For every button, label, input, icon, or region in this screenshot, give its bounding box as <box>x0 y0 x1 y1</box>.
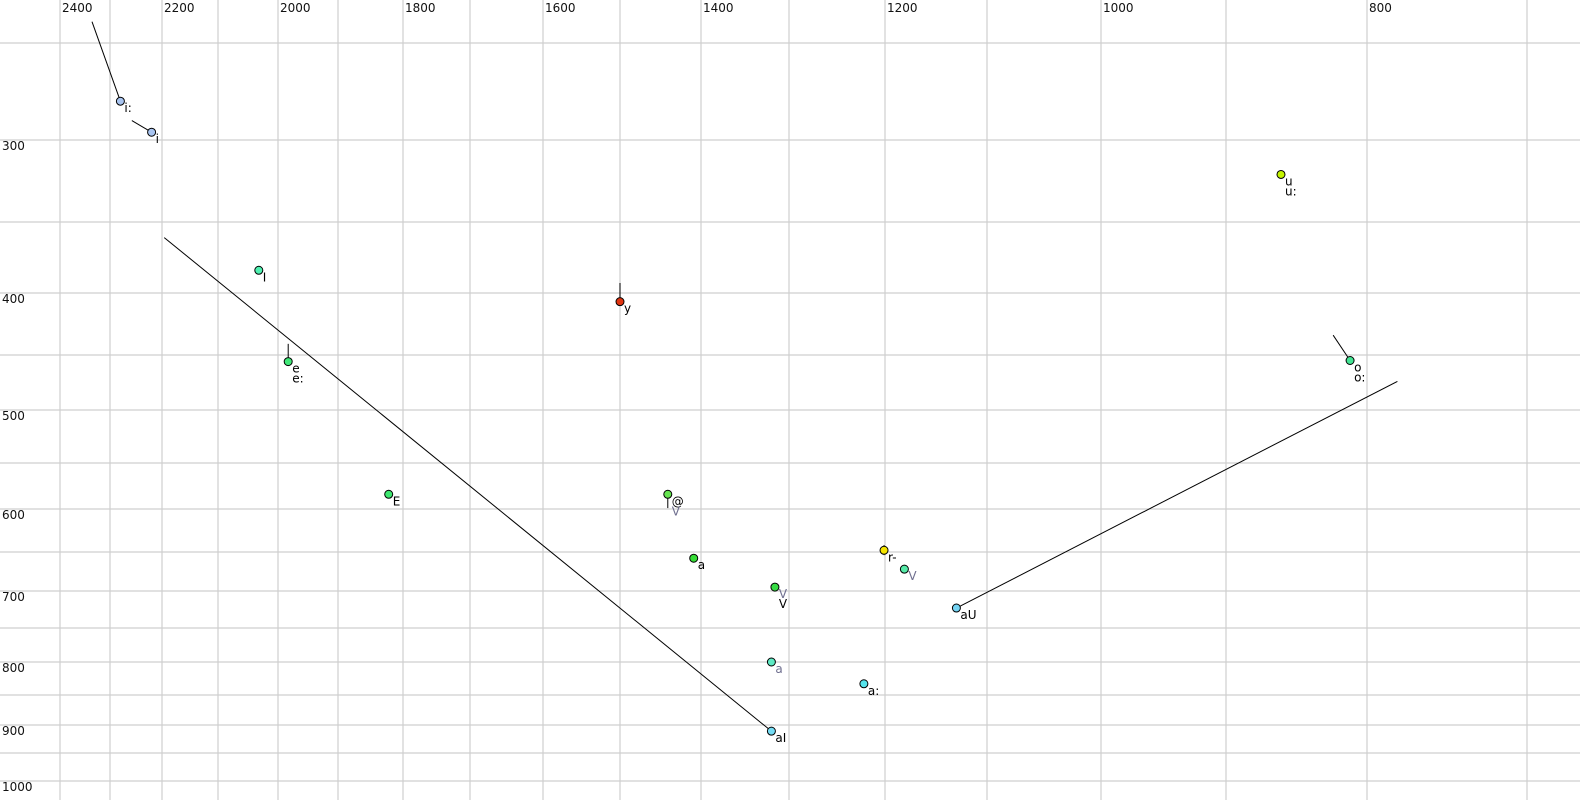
point-marker <box>899 564 909 574</box>
vowel-point: V <box>899 564 917 583</box>
vowel-point: @V <box>663 489 684 518</box>
y-tick-label: 700 <box>2 590 25 604</box>
point-marker <box>951 603 961 613</box>
vowel-point: a: <box>859 679 879 698</box>
point-label: V <box>779 587 788 601</box>
point-marker <box>766 726 776 736</box>
x-tick-label: 1400 <box>703 1 734 15</box>
point-marker <box>1276 169 1286 179</box>
x-tick-label: 800 <box>1369 1 1392 15</box>
point-label: a: <box>868 684 879 698</box>
point-marker <box>115 96 125 106</box>
point-marker <box>615 297 625 307</box>
trajectories <box>91 21 1398 732</box>
point-marker <box>384 489 394 499</box>
vowel-point: aI <box>766 726 786 745</box>
x-tick-label: 1800 <box>405 1 436 15</box>
point-marker <box>1345 356 1355 365</box>
y-tick-label: 500 <box>2 409 25 423</box>
x-tick-label: 1200 <box>887 1 918 15</box>
point-label: u: <box>1285 184 1297 198</box>
y-tick-label: 900 <box>2 724 25 738</box>
trajectory-line <box>956 380 1398 609</box>
vowel-point: uu: <box>1276 169 1297 198</box>
point-marker <box>254 265 264 275</box>
vowel-point: E <box>384 489 401 508</box>
point-label: r- <box>888 550 897 564</box>
point-label: I <box>263 270 267 284</box>
y-tick-label: 800 <box>2 661 25 675</box>
point-marker <box>283 357 293 367</box>
point-label: e <box>292 362 299 376</box>
point-label: a <box>698 558 705 572</box>
point-label: i <box>156 132 159 146</box>
x-tick-label: 2200 <box>164 1 195 15</box>
point-label: a <box>775 662 782 676</box>
vowel-point: aU <box>951 603 977 622</box>
y-tick-label: 400 <box>2 292 25 306</box>
point-marker <box>766 657 776 667</box>
vowel-point: i <box>147 127 159 146</box>
trajectory-line <box>91 21 121 102</box>
x-tick-label: 1600 <box>545 1 576 15</box>
vowel-point: ee: <box>283 357 304 386</box>
y-tick-label: 300 <box>2 139 25 153</box>
vowel-point: oo: <box>1345 356 1365 385</box>
x-tick-label: 2000 <box>280 1 311 15</box>
point-label: aI <box>775 731 786 745</box>
point-marker <box>663 489 673 499</box>
point-marker <box>147 127 157 137</box>
vowel-point: a <box>766 657 783 676</box>
point-marker <box>879 545 889 555</box>
point-marker <box>770 582 780 592</box>
x-tick-label: 2400 <box>62 1 93 15</box>
point-marker <box>689 553 699 563</box>
point-label: V <box>779 597 788 611</box>
vowel-point: VV <box>770 582 788 611</box>
y-tick-label: 1000 <box>2 780 33 794</box>
y-tick-label: 600 <box>2 508 25 522</box>
point-label: @ <box>672 494 684 508</box>
point-label: o <box>1354 361 1361 375</box>
trajectory-line <box>163 237 772 732</box>
point-label: y <box>624 302 631 316</box>
point-label: aU <box>960 608 976 622</box>
point-label: V <box>908 569 917 583</box>
vowel-point: a <box>689 553 705 572</box>
point-label: o: <box>1354 371 1365 385</box>
vowel-point: I <box>254 265 267 284</box>
point-marker <box>859 679 869 689</box>
point-label: u <box>1285 174 1293 188</box>
x-tick-label: 1000 <box>1103 1 1134 15</box>
trajectory-line <box>1332 334 1351 361</box>
point-label: i: <box>124 101 131 115</box>
point-label: V <box>672 504 681 518</box>
point-label: E <box>393 494 401 508</box>
point-label: e: <box>292 372 303 386</box>
tick-labels: 2400 2200 2000 1800 1600 1400 1200 1000 800 300 40… <box>2 1 1392 794</box>
vowel-point: i: <box>115 96 132 115</box>
vowel-point: y <box>615 297 631 316</box>
vowel-point: r- <box>879 545 897 564</box>
